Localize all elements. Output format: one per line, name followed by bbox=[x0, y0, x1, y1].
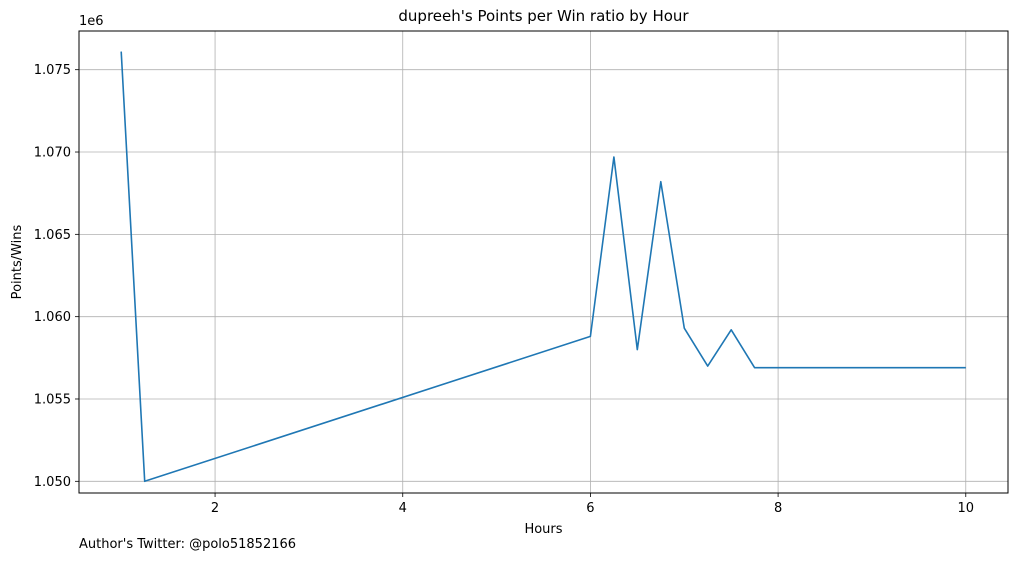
x-tick-label: 6 bbox=[586, 501, 594, 516]
x-tick-label: 4 bbox=[399, 501, 407, 516]
y-offset-label: 1e6 bbox=[79, 14, 104, 29]
y-tick-label: 1.075 bbox=[34, 63, 71, 78]
ticks: 2 4 6 8 10 1.050 1.055 1.060 1.065 1.070 1.075 bbox=[34, 63, 974, 516]
y-tick-label: 1.050 bbox=[34, 475, 71, 490]
series-line-0 bbox=[120, 51, 966, 483]
y-tick-label: 1.060 bbox=[34, 310, 71, 325]
x-axis-label: Hours bbox=[524, 522, 562, 537]
y-tick-label: 1.065 bbox=[34, 228, 71, 243]
x-tick-label: 8 bbox=[774, 501, 782, 516]
series-layer bbox=[120, 51, 966, 483]
y-tick-label: 1.055 bbox=[34, 392, 71, 407]
author-twitter-note: Author's Twitter: @polo51852166 bbox=[79, 537, 297, 552]
y-tick-label: 1.070 bbox=[34, 146, 71, 161]
plot-frame bbox=[78, 30, 1009, 494]
x-tick-label: 10 bbox=[957, 501, 974, 516]
grid bbox=[79, 31, 1008, 493]
chart-title: dupreeh's Points per Win ratio by Hour bbox=[398, 7, 689, 25]
y-axis-label: Points/Wins bbox=[10, 224, 25, 299]
x-tick-label: 2 bbox=[211, 501, 219, 516]
